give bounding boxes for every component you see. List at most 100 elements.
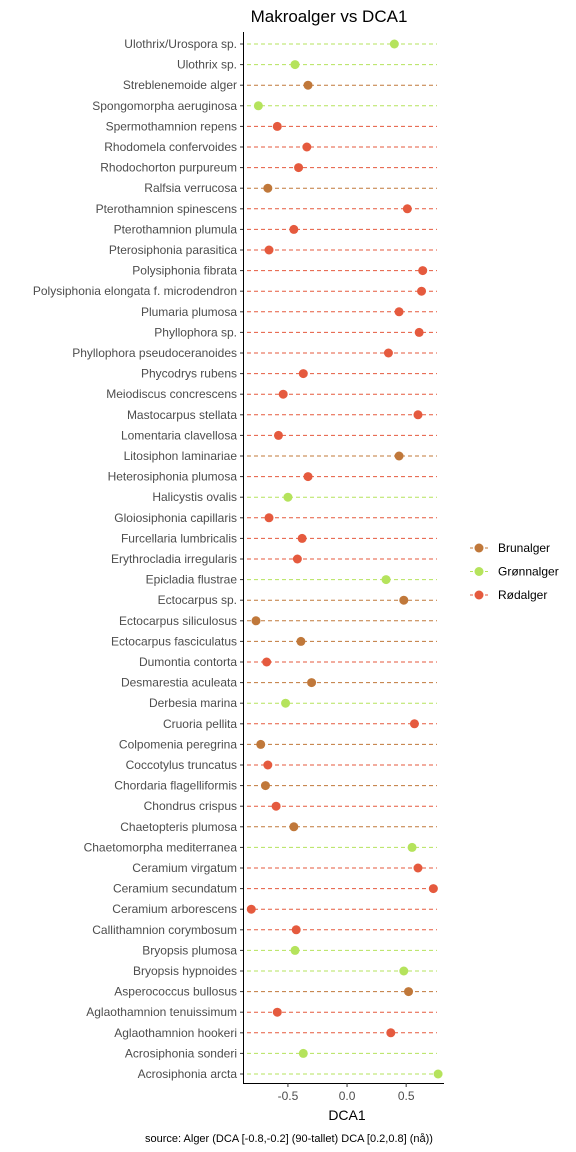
species-label: Epicladia flustrae	[146, 573, 238, 587]
species-row: Asperococcus bullosus	[114, 985, 437, 999]
species-label: Callithamnion corymbosum	[92, 923, 237, 937]
x-tick-label: 0.0	[339, 1089, 356, 1103]
legend-item: Grønnalger	[470, 565, 559, 579]
species-label: Lomentaria clavellosa	[121, 428, 237, 442]
species-row: Chaetomorpha mediterranea	[84, 840, 437, 854]
species-label: Chaetomorpha mediterranea	[84, 840, 238, 854]
species-label: Ceramium secundatum	[113, 882, 237, 896]
species-label: Ulothrix/Urospora sp.	[124, 37, 237, 51]
species-row: Cruoria pellita	[163, 717, 437, 731]
species-row: Heterosiphonia plumosa	[108, 470, 437, 484]
species-label: Chaetopteris plumosa	[120, 820, 237, 834]
species-row: Colpomenia peregrina	[119, 737, 437, 751]
data-point	[281, 698, 291, 708]
data-point	[264, 513, 274, 523]
data-point	[271, 801, 281, 811]
data-point	[428, 884, 438, 894]
species-row: Ectocarpus siliculosus	[119, 614, 437, 628]
species-label: Rhodochorton purpureum	[100, 161, 237, 175]
species-row: Ceramium secundatum	[113, 882, 438, 896]
chart-title: Makroalger vs DCA1	[251, 7, 408, 26]
species-row: Pterosiphonia parasitica	[109, 243, 437, 257]
species-label: Ralfsia verrucosa	[144, 181, 237, 195]
species-row: Coccotylus truncatus	[126, 758, 437, 772]
species-label: Erythrocladia irregularis	[111, 552, 237, 566]
species-row: Phyllophora pseudoceranoides	[72, 346, 437, 360]
species-label: Ectocarpus siliculosus	[119, 614, 237, 628]
species-row: Streblenemoide alger	[123, 78, 437, 92]
species-row: Phyllophora sp.	[154, 325, 437, 339]
legend-label: Brunalger	[498, 541, 550, 555]
species-label: Heterosiphonia plumosa	[108, 470, 238, 484]
x-axis-label: DCA1	[328, 1107, 366, 1123]
data-point	[303, 80, 313, 90]
species-label: Litosiphon laminariae	[124, 449, 238, 463]
species-label: Acrosiphonia sonderi	[125, 1046, 237, 1060]
species-row: Ceramium arborescens	[112, 902, 437, 916]
data-point	[399, 595, 409, 605]
species-row: Rhodomela confervoides	[104, 140, 437, 154]
species-label: Pterosiphonia parasitica	[109, 243, 237, 257]
species-row: Aglaothamnion hookeri	[114, 1026, 437, 1040]
data-point	[298, 1048, 308, 1058]
species-row: Callithamnion corymbosum	[92, 923, 437, 937]
species-row: Ralfsia verrucosa	[144, 181, 437, 195]
data-point	[402, 204, 412, 214]
data-point	[389, 39, 399, 49]
species-label: Desmarestia aculeata	[121, 676, 237, 690]
species-row: Acrosiphonia arcta	[138, 1067, 443, 1081]
species-label: Phycodrys rubens	[141, 367, 237, 381]
data-point	[289, 822, 299, 832]
species-row: Spermothamnion repens	[106, 119, 437, 133]
data-point	[296, 636, 306, 646]
species-label: Pterothamnion plumula	[114, 222, 238, 236]
species-label: Plumaria plumosa	[141, 305, 237, 319]
species-label: Acrosiphonia arcta	[138, 1067, 238, 1081]
data-point	[409, 719, 419, 729]
species-label: Aglaothamnion hookeri	[114, 1026, 237, 1040]
species-row: Chaetopteris plumosa	[120, 820, 437, 834]
data-point	[253, 101, 263, 111]
data-point	[290, 945, 300, 955]
data-point	[298, 369, 308, 379]
legend-key-dot	[474, 543, 484, 553]
data-point	[413, 863, 423, 873]
species-row: Dumontia contorta	[139, 655, 437, 669]
species-row: Ulothrix/Urospora sp.	[124, 37, 437, 51]
species-row: Pterothamnion spinescens	[96, 202, 437, 216]
species-row: Gloiosiphonia capillaris	[114, 511, 437, 525]
species-row: Polysiphonia fibrata	[132, 264, 437, 278]
species-row: Furcellaria lumbricalis	[121, 531, 437, 545]
species-label: Pterothamnion spinescens	[96, 202, 237, 216]
data-point	[290, 60, 300, 70]
x-tick-label: 0.5	[398, 1089, 415, 1103]
data-point	[418, 266, 428, 276]
data-point	[263, 183, 273, 193]
data-point	[413, 410, 423, 420]
x-axis-ticks: -0.5 0.0 0.5	[278, 1083, 415, 1103]
legend: Brunalger Grønnalger Rødalger	[470, 541, 559, 602]
species-row: Aglaothamnion tenuissimum	[86, 1005, 437, 1019]
data-point	[264, 245, 274, 255]
species-row: Acrosiphonia sonderi	[125, 1046, 437, 1060]
species-label: Rhodomela confervoides	[104, 140, 237, 154]
species-row: Erythrocladia irregularis	[111, 552, 437, 566]
legend-key-dot	[474, 590, 484, 600]
species-row: Ceramium virgatum	[132, 861, 437, 875]
legend-label: Rødalger	[498, 588, 547, 602]
species-label: Polysiphonia fibrata	[132, 264, 237, 278]
species-row: Derbesia marina	[149, 696, 437, 710]
species-row: Mastocarpus stellata	[127, 408, 437, 422]
chart-caption: source: Alger (DCA [-0.8,-0.2] (90-talle…	[145, 1133, 433, 1145]
species-row: Litosiphon laminariae	[124, 449, 437, 463]
data-point	[404, 987, 414, 997]
chart-rows: Ulothrix/Urospora sp. Ulothrix sp. Streble…	[33, 37, 443, 1081]
data-point	[386, 1028, 396, 1038]
data-point	[381, 575, 391, 585]
data-point	[407, 842, 417, 852]
species-label: Aglaothamnion tenuissimum	[86, 1005, 237, 1019]
species-row: Chondrus crispus	[144, 799, 437, 813]
data-point	[272, 1007, 282, 1017]
legend-item: Brunalger	[470, 541, 550, 555]
species-label: Ulothrix sp.	[177, 58, 237, 72]
